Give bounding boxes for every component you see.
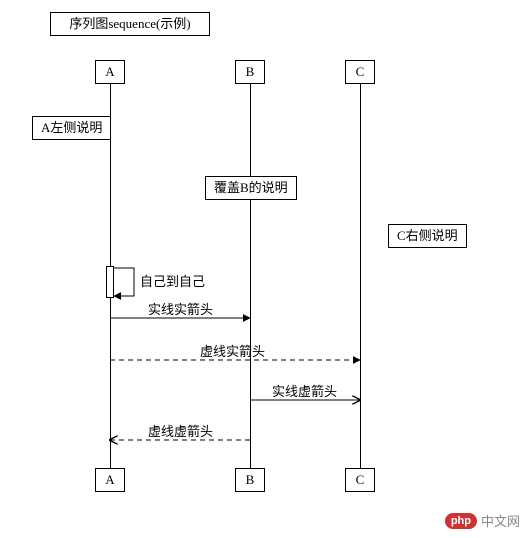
msg2-label: 虚线实箭头: [200, 344, 265, 360]
note-over-b: 覆盖B的说明: [205, 176, 297, 200]
arrows-layer: [0, 0, 530, 538]
lifeline-b: [250, 84, 251, 468]
actor-b-label: B: [246, 64, 255, 79]
note-left-a-text: A左侧说明: [41, 120, 102, 135]
actor-head-a-bottom: A: [95, 468, 125, 492]
msg4-label: 虚线虚箭头: [148, 424, 213, 440]
logo-text: 中文网: [481, 511, 520, 530]
self-call-arrow: [114, 268, 134, 296]
activation-a: [106, 266, 114, 298]
note-over-b-text: 覆盖B的说明: [214, 180, 288, 195]
msg1-label: 实线实箭头: [148, 302, 213, 318]
actor-a-label-bottom: A: [105, 472, 114, 487]
diagram-title-text: 序列图sequence(示例): [69, 16, 190, 31]
actor-b-label-bottom: B: [246, 472, 255, 487]
actor-c-label-bottom: C: [356, 472, 365, 487]
actor-a-label: A: [105, 64, 114, 79]
actor-c-label: C: [356, 64, 365, 79]
logo-badge: php: [445, 513, 477, 529]
note-right-c-text: C右侧说明: [397, 228, 458, 243]
msg3-label: 实线虚箭头: [272, 384, 337, 400]
sequence-diagram: 序列图sequence(示例) A B C A B C A左侧说明 覆盖B的说明…: [0, 0, 530, 538]
note-right-c: C右侧说明: [388, 224, 467, 248]
note-left-a: A左侧说明: [32, 116, 111, 140]
self-call-label: 自己到自己: [140, 274, 205, 290]
lifeline-c: [360, 84, 361, 468]
actor-head-a-top: A: [95, 60, 125, 84]
actor-head-b-top: B: [235, 60, 265, 84]
diagram-title: 序列图sequence(示例): [50, 12, 210, 36]
actor-head-c-top: C: [345, 60, 375, 84]
actor-head-b-bottom: B: [235, 468, 265, 492]
actor-head-c-bottom: C: [345, 468, 375, 492]
watermark-logo: php 中文网: [445, 511, 520, 530]
